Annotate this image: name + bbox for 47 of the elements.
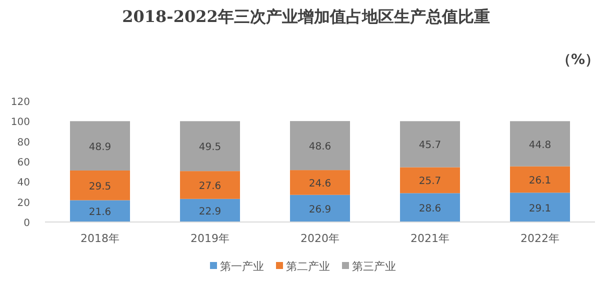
data-label: 48.9 [88, 142, 112, 153]
bar [510, 192, 570, 222]
x-tick-label: 2019年 [190, 232, 230, 245]
bar [70, 170, 130, 200]
bar [180, 121, 240, 172]
y-tick-label: 120 [10, 97, 30, 108]
y-axis-title: （%） [556, 52, 600, 68]
y-tick-label: 0 [24, 218, 30, 229]
bar [70, 121, 130, 170]
legend-label: 第三产业 [352, 260, 396, 273]
bar [290, 170, 350, 195]
data-label: 22.9 [198, 206, 222, 218]
data-label: 26.1 [528, 176, 552, 186]
data-label: 27.6 [198, 180, 222, 192]
data-label: 28.6 [418, 204, 442, 215]
bar [180, 171, 240, 199]
x-tick-label: 2022年 [520, 232, 560, 245]
x-tick-label: 2018年 [80, 232, 120, 245]
data-label: 21.6 [88, 207, 112, 218]
legend-label: 第二产业 [286, 260, 330, 273]
bar [70, 200, 130, 222]
bar [290, 121, 350, 170]
data-label: 29.5 [88, 181, 112, 192]
data-label: 48.6 [308, 142, 332, 153]
bar [400, 193, 460, 222]
data-label: 25.7 [418, 176, 442, 188]
y-tick-label: 80 [17, 137, 30, 148]
chart-title: 2018-2022年三次产业增加值占地区生产总值比重 [122, 7, 490, 26]
bar [400, 167, 460, 194]
bar [180, 198, 240, 222]
data-label: 49.5 [198, 142, 222, 154]
data-label: 44.8 [528, 140, 552, 151]
bar [290, 194, 350, 222]
y-tick-label: 20 [17, 198, 30, 209]
legend-label: 第一产业 [220, 260, 264, 273]
bar [510, 121, 570, 166]
y-tick-label: 40 [17, 178, 30, 189]
x-tick-label: 2020年 [300, 232, 340, 245]
x-tick-label: 2021年 [410, 232, 450, 245]
data-label: 26.9 [308, 204, 332, 216]
bar [510, 166, 570, 193]
y-tick-label: 100 [10, 117, 30, 128]
bar [400, 121, 460, 168]
data-label: 29.1 [528, 203, 552, 214]
data-label: 24.6 [308, 178, 332, 190]
y-tick-label: 60 [17, 158, 30, 168]
data-label: 45.7 [418, 140, 442, 152]
